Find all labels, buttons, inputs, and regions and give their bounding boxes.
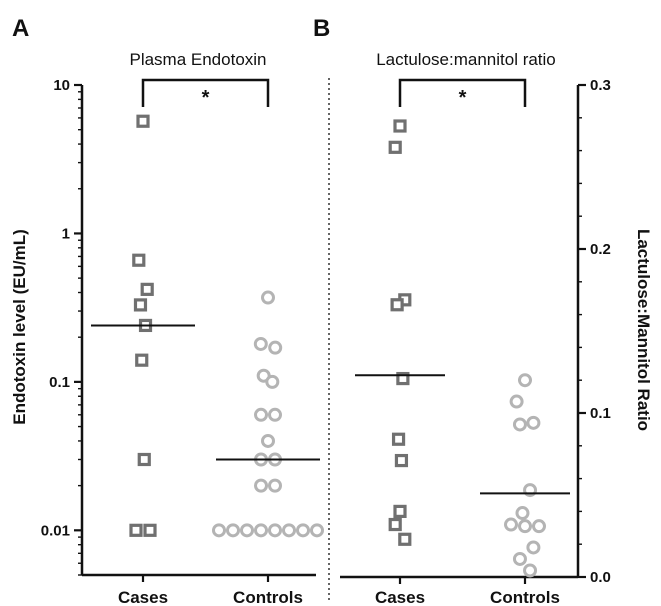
panel-a-point-controls — [254, 478, 268, 493]
panel-a-point-controls — [268, 407, 282, 422]
panel-a-y-axis-label: Endotoxin level (EU/mL) — [10, 229, 29, 425]
panel-b-point-cases — [390, 298, 404, 312]
panel-b-point-cases — [391, 432, 406, 446]
panel-b-point-cases — [393, 504, 407, 518]
panel-b-y-tick-label: 0.1 — [590, 405, 611, 422]
panel-a-point-controls — [226, 523, 240, 538]
panel-b-point-controls — [526, 415, 541, 430]
panel-a-point-controls — [296, 523, 310, 538]
panel-a-point-cases — [143, 523, 157, 537]
panel-b-title: Lactulose:mannitol ratio — [376, 50, 556, 69]
panel-a-significance-star: * — [202, 87, 210, 109]
panel-b-point-cases — [394, 453, 409, 468]
panel-a-title: Plasma Endotoxin — [129, 50, 266, 69]
panel-a-point-controls — [254, 407, 268, 422]
panel-b-point-cases — [396, 371, 410, 386]
panel-b-y-tick-label: 0.2 — [590, 241, 611, 258]
panel-a-significance-bracket — [141, 78, 270, 107]
panel-a-y-tick-label: 1 — [62, 225, 70, 242]
panel-a-point-cases — [132, 253, 146, 267]
panel-a-point-controls — [268, 478, 282, 493]
panel-b-plot: 0.3 0.2 0.1 0.0 Cases Controls * — [340, 77, 611, 606]
panel-b-point-controls — [515, 506, 530, 521]
panel-a-point-controls — [212, 523, 226, 538]
panel-b-point-controls — [518, 373, 532, 388]
panel-a-point-controls — [261, 290, 275, 305]
panel-a-plot: 10 1 0.1 0.01 Cases Controls * — [41, 77, 324, 606]
panel-b-point-cases — [388, 517, 402, 532]
panel-b-point-controls — [523, 563, 538, 578]
panel-a-x-tick-label-cases: Cases — [118, 588, 168, 606]
panel-b-point-controls — [518, 519, 532, 534]
panel-b-x-tick-label-cases: Cases — [375, 588, 425, 606]
panel-a-label: A — [12, 15, 29, 42]
panel-b-significance-bracket — [398, 78, 527, 107]
panel-a-y-tick-label: 0.01 — [41, 522, 70, 539]
panel-b-x-tick-label-controls: Controls — [490, 588, 560, 606]
panel-a-point-cases — [135, 353, 149, 367]
panel-a-y-tick-label: 0.1 — [49, 374, 70, 391]
panel-a-point-controls — [265, 374, 280, 389]
panel-b-point-cases — [393, 119, 407, 133]
panel-b-point-controls — [509, 394, 524, 409]
panel-a-point-controls — [282, 523, 296, 538]
panel-b-point-controls — [532, 519, 546, 534]
panel-a-point-controls — [310, 523, 324, 538]
panel-a-x-tick-label-controls: Controls — [233, 588, 303, 606]
panel-a-point-cases — [137, 452, 151, 467]
panel-a-point-controls — [261, 433, 275, 448]
panel-b-y-tick-label: 0.3 — [590, 77, 611, 94]
panel-a-point-controls — [240, 523, 254, 538]
panel-a-point-controls — [254, 523, 268, 538]
panel-b-point-controls — [504, 517, 518, 532]
panel-a-point-cases — [133, 298, 148, 312]
panel-a-point-controls — [268, 340, 283, 355]
panel-a-point-controls — [253, 336, 268, 351]
panel-b-y-axis-label: Lactulose:Mannitol Ratio — [634, 229, 653, 431]
panel-b-point-controls — [512, 551, 527, 566]
panel-b-significance-star: * — [459, 87, 467, 109]
panel-b-point-cases — [398, 532, 412, 546]
panel-a-point-controls — [268, 523, 282, 538]
panel-b-y-tick-label: 0.0 — [590, 569, 611, 586]
panel-b-point-controls — [512, 417, 527, 432]
panel-b-point-cases — [388, 140, 402, 154]
panel-a-point-cases — [136, 114, 150, 128]
panel-a-point-cases — [140, 282, 154, 296]
panel-a-point-cases — [129, 523, 143, 537]
panel-b-point-controls — [526, 540, 541, 555]
panel-a-y-tick-label: 10 — [53, 77, 70, 94]
panel-b-label: B — [313, 15, 330, 42]
